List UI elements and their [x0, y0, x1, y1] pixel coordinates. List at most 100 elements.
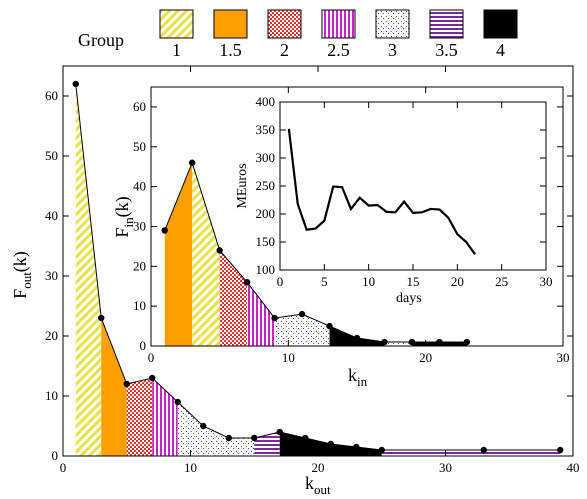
main-data-point [327, 440, 334, 448]
inset-kin-data-point [353, 334, 361, 342]
main-data-point [276, 428, 283, 436]
inset-kin-band-group-1 [192, 162, 220, 346]
inset-days-x-tick-label: 30 [540, 274, 553, 289]
inset-kin-data-point [271, 314, 278, 322]
inset-kin-y-tick-label: 60 [133, 99, 146, 114]
main-data-point [149, 374, 156, 382]
inset-kin-x-axis-label: kin [348, 365, 368, 389]
main-data-point [480, 446, 487, 454]
legend-swatch-1-5 [213, 9, 248, 39]
inset-kin-data-point [161, 227, 168, 234]
svg-text:Fout(k): Fout(k) [10, 251, 34, 299]
main-data-point [123, 380, 130, 388]
inset-kin-data-point [381, 338, 388, 346]
legend-label: 3 [388, 40, 397, 60]
inset-kin-y-tick-label: 30 [133, 218, 146, 233]
inset-kin-band-group-3 [274, 314, 330, 346]
inset-kin-y-tick-label: 50 [133, 139, 146, 154]
inset-kin-data-point [463, 338, 471, 346]
main-data-point [251, 434, 258, 442]
main-data-point [72, 80, 79, 88]
legend-label: 4 [496, 40, 505, 60]
inset-kin-y-tick-label: 0 [140, 338, 147, 353]
main-data-point [174, 398, 181, 406]
inset-days-x-axis-label: days [396, 291, 422, 306]
legend-label: 2.5 [327, 40, 350, 60]
legend-swatch-4 [483, 9, 518, 39]
inset-days-series-line [287, 128, 476, 255]
legend: Group 1 1.5 2 2.5 3 3.5 4 [78, 9, 518, 60]
main-y-tick-label: 10 [45, 388, 58, 403]
inset-kin-data-point [298, 310, 306, 318]
main-y-tick-label: 60 [45, 88, 58, 103]
inset-days-y-axis-label: MEuros [235, 163, 250, 208]
svg-text:kout: kout [305, 473, 331, 497]
inset-kin-band-group-3 [384, 342, 412, 346]
inset-kin-data-point [436, 338, 443, 346]
main-y-tick-label: 40 [45, 208, 58, 223]
legend-title: Group [78, 30, 124, 50]
main-band-group-2 [126, 378, 153, 456]
legend-label: 1.5 [219, 40, 242, 60]
inset-kin-y-axis-label: Fin(k) [112, 196, 136, 237]
main-x-tick-label: 10 [184, 460, 197, 475]
main-data-point [98, 314, 105, 322]
main-y-tick-label: 20 [45, 328, 58, 343]
inset-kin-series-line [164, 161, 467, 343]
main-data-point [200, 422, 207, 430]
main-band-group-3-5 [254, 432, 280, 456]
inset-kin-x-tick-label: 30 [557, 350, 570, 365]
main-x-tick-label: 0 [60, 460, 67, 475]
main-x-tick-label: 20 [312, 460, 325, 475]
inset-kin-data-point [408, 338, 416, 346]
svg-text:kin: kin [348, 365, 368, 389]
main-x-axis-label: kout [305, 473, 331, 497]
legend-label: 1 [172, 40, 181, 60]
inset-days-y-tick-label: 200 [256, 206, 276, 221]
inset-days-x-tick-label: 10 [362, 274, 375, 289]
main-data-point [378, 446, 385, 454]
inset-kin-band-group-1-5 [164, 162, 193, 346]
main-y-tick-label: 50 [45, 148, 58, 163]
svg-text:Fin(k): Fin(k) [112, 196, 136, 237]
inset-kin-y-tick-label: 10 [133, 298, 146, 313]
inset-days-y-tick-label: 350 [256, 122, 276, 137]
inset-days-x-tick-label: 25 [495, 274, 508, 289]
main-x-tick-label: 40 [567, 460, 580, 475]
inset-days-y-tick-label: 400 [256, 94, 276, 109]
main-band-group-3 [177, 402, 255, 456]
inset-days-x-tick-label: 5 [321, 274, 328, 289]
main-data-point [353, 443, 360, 451]
inset-kin-band-group-2 [219, 250, 248, 346]
inset-days-y-tick-label: 250 [256, 178, 276, 193]
legend-swatch-1 [159, 9, 194, 39]
legend-swatch-3 [375, 9, 410, 39]
main-band-group-2-5 [152, 378, 178, 456]
main-data-point [302, 434, 309, 442]
inset-kin-y-tick-label: 40 [133, 179, 146, 194]
inset-kin-data-point [216, 247, 223, 254]
main-y-tick-label: 0 [52, 448, 59, 463]
main-data-point [557, 446, 564, 454]
inset-kin-data-point [243, 279, 251, 286]
inset-days-x-tick-label: 0 [277, 274, 284, 289]
main-band-group-3-5 [381, 450, 561, 456]
main-band-group-1 [75, 84, 102, 456]
inset-days-y-tick-label: 100 [256, 262, 276, 277]
legend-swatch-2-5 [321, 9, 356, 39]
inset-days-x-tick-label: 15 [407, 274, 420, 289]
inset-kin-y-tick-label: 20 [133, 258, 146, 273]
legend-label: 3.5 [435, 40, 458, 60]
main-x-tick-label: 30 [439, 460, 452, 475]
legend-swatch-3-5 [429, 9, 464, 39]
inset-kin-x-tick-label: 10 [282, 350, 295, 365]
main-band-group-1-5 [101, 318, 127, 456]
inset-kin-band-group-4 [329, 326, 385, 346]
main-y-tick-label: 30 [45, 268, 58, 283]
legend-swatch-2 [267, 9, 302, 39]
inset-kin-data-point [189, 159, 196, 166]
inset-days-y-tick-label: 300 [256, 150, 276, 165]
inset-days-y-tick-label: 150 [256, 234, 276, 249]
